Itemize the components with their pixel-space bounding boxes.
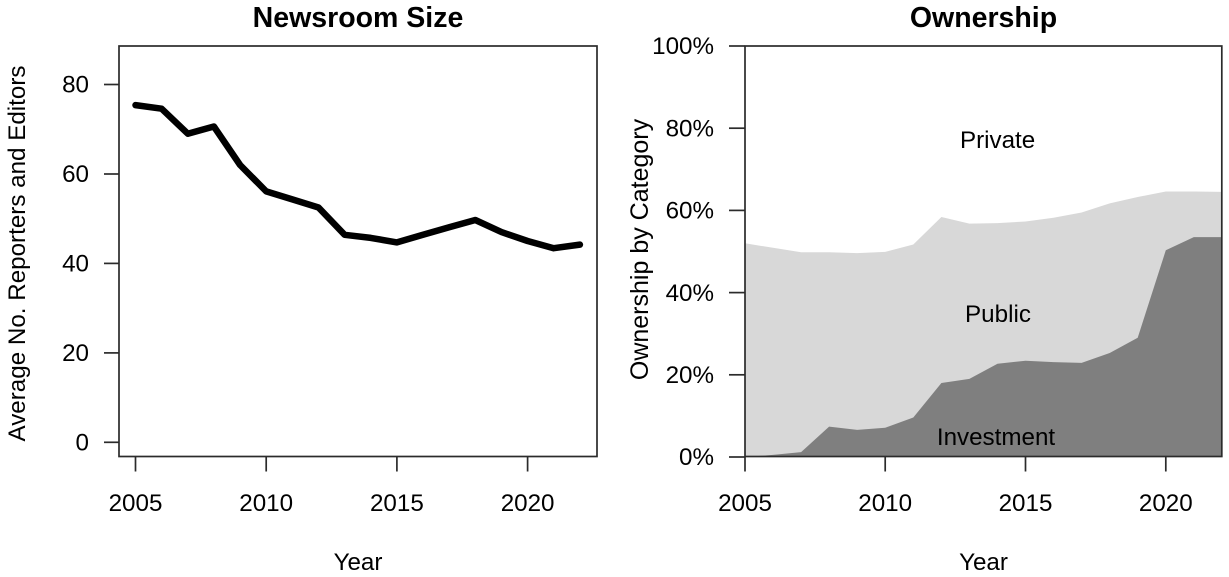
- svg-text:20%: 20%: [666, 362, 714, 389]
- svg-text:2020: 2020: [1139, 490, 1193, 517]
- svg-text:60: 60: [62, 161, 89, 188]
- svg-text:Private: Private: [960, 127, 1035, 154]
- svg-text:20: 20: [62, 340, 89, 367]
- svg-text:2015: 2015: [370, 490, 424, 517]
- svg-text:Ownership by Category: Ownership by Category: [626, 118, 654, 380]
- svg-text:60%: 60%: [666, 198, 714, 225]
- svg-text:80%: 80%: [666, 115, 714, 142]
- svg-text:2005: 2005: [109, 490, 163, 517]
- svg-text:Year: Year: [334, 549, 383, 576]
- svg-text:2015: 2015: [999, 490, 1053, 517]
- svg-text:Newsroom Size: Newsroom Size: [253, 2, 464, 34]
- svg-text:2010: 2010: [858, 490, 912, 517]
- svg-text:Public: Public: [965, 301, 1031, 328]
- svg-text:Average No. Reporters and Edit: Average No. Reporters and Editors: [4, 65, 31, 441]
- svg-text:40%: 40%: [666, 280, 714, 307]
- svg-text:0%: 0%: [679, 444, 714, 471]
- svg-text:0: 0: [76, 430, 89, 457]
- svg-text:2005: 2005: [718, 490, 772, 517]
- svg-text:Ownership: Ownership: [910, 2, 1057, 34]
- svg-text:100%: 100%: [652, 33, 714, 60]
- svg-text:2010: 2010: [239, 490, 293, 517]
- svg-text:2020: 2020: [501, 490, 555, 517]
- svg-text:40: 40: [62, 251, 89, 278]
- svg-text:Investment: Investment: [937, 424, 1056, 451]
- svg-text:Year: Year: [959, 549, 1008, 576]
- svg-text:80: 80: [62, 72, 89, 99]
